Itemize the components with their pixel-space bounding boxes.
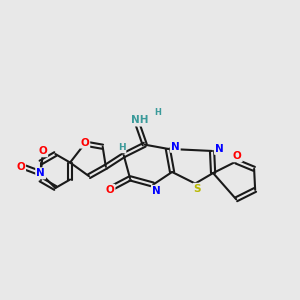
Text: H: H: [154, 108, 161, 117]
Text: O: O: [80, 138, 89, 148]
Text: N: N: [171, 142, 180, 152]
Text: N: N: [215, 144, 224, 154]
Text: O: O: [16, 162, 25, 172]
Text: NH: NH: [131, 116, 148, 125]
Text: S: S: [194, 184, 201, 194]
Text: O: O: [233, 151, 242, 161]
Text: N: N: [36, 168, 45, 178]
Text: H: H: [118, 143, 125, 152]
Text: O: O: [106, 185, 114, 195]
Text: N: N: [152, 186, 161, 196]
Text: O: O: [38, 146, 47, 156]
